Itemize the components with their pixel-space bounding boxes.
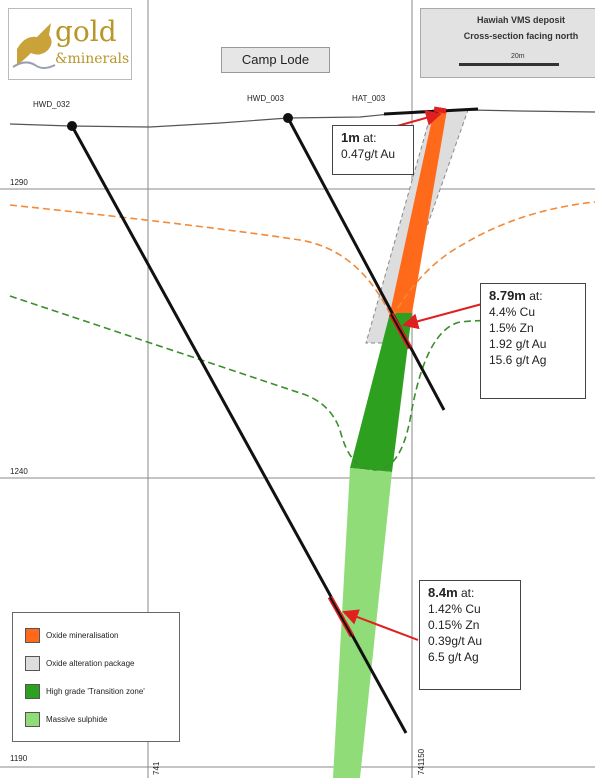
intercept-grade-line: 0.15% Zn bbox=[428, 618, 480, 632]
intercept-grade-line: 0.39g/t Au bbox=[428, 634, 483, 648]
legend-item-transition-zone: High grade 'Transition zone' bbox=[25, 683, 145, 699]
intercept-length: 8.4m bbox=[428, 585, 458, 600]
transition-zone bbox=[350, 313, 412, 472]
title-section-orientation: Cross-section facing north bbox=[463, 31, 579, 41]
intercept-grade-line: 4.4% Cu bbox=[489, 305, 536, 319]
company-logo: gold &minerals bbox=[8, 8, 132, 80]
intercept-length: 1m bbox=[341, 130, 360, 145]
legend-label: Oxide alteration package bbox=[46, 658, 135, 668]
legend-item-oxide-mineralisation: Oxide mineralisation bbox=[25, 627, 118, 643]
drillhole-label-hat-003: HAT_003 bbox=[352, 94, 386, 103]
elevation-label: 1190 bbox=[10, 754, 28, 763]
legend-label: Massive sulphide bbox=[46, 714, 108, 724]
legend-swatch bbox=[25, 711, 40, 727]
intercept-length: 8.79m bbox=[489, 288, 526, 303]
elevation-label: 1290 bbox=[10, 178, 28, 187]
transition-boundary bbox=[9, 295, 511, 471]
drillhole-label-hwd-003: HWD_003 bbox=[247, 94, 284, 103]
drillhole-label-hwd-032: HWD_032 bbox=[33, 100, 70, 109]
legend-label: High grade 'Transition zone' bbox=[46, 686, 145, 696]
scale-bar bbox=[459, 63, 559, 66]
horse-emblem-icon bbox=[12, 23, 56, 69]
easting-label: 741 bbox=[152, 761, 161, 775]
title-deposit-name: Hawiah VMS deposit bbox=[476, 15, 565, 25]
section-name-label: Camp Lode bbox=[221, 47, 330, 73]
elevation-label: 1240 bbox=[10, 467, 28, 476]
intercept-box-hwd-032: 8.4m at: 1.42% Cu 0.15% Zn 0.39g/t Au 6.… bbox=[419, 580, 521, 690]
intercept-grade-line: 15.6 g/t Ag bbox=[489, 353, 547, 367]
intercept-grade-line: 1.92 g/t Au bbox=[489, 337, 547, 351]
logo-text-gold: gold bbox=[55, 15, 117, 48]
intercept-segment-hwd-032-core bbox=[329, 596, 353, 637]
intercept-grade-line: 0.47g/t Au bbox=[341, 147, 396, 161]
oxide-mineralisation bbox=[390, 110, 447, 313]
title-block: Hawiah VMS deposit Cross-section facing … bbox=[420, 8, 595, 78]
intercept-at-label: at: bbox=[359, 131, 377, 145]
intercept-arrow-2 bbox=[402, 303, 483, 330]
legend-item-oxide-alteration: Oxide alteration package bbox=[25, 655, 135, 671]
intercept-segment-hat-003 bbox=[433, 106, 447, 114]
intercept-grade-line: 1.5% Zn bbox=[489, 321, 534, 335]
drillhole-collar-hwd-003 bbox=[283, 113, 293, 123]
intercept-at-label: at: bbox=[525, 289, 543, 303]
oxide-boundary bbox=[9, 201, 595, 320]
intercept-at-label: at: bbox=[457, 586, 475, 600]
drillhole-collar-hwd-032 bbox=[67, 121, 77, 131]
legend-swatch bbox=[25, 627, 40, 643]
drillhole-trace-hwd-003 bbox=[286, 117, 446, 411]
legend-label: Oxide mineralisation bbox=[46, 630, 119, 640]
intercept-segment-hwd-003-core bbox=[390, 313, 411, 349]
logo-text-minerals: &minerals bbox=[55, 51, 130, 67]
easting-label: 741150 bbox=[417, 748, 426, 775]
intercept-box-hwd-003: 8.79m at: 4.4% Cu 1.5% Zn 1.92 g/t Au 15… bbox=[480, 283, 586, 399]
intercept-grade-line: 6.5 g/t Ag bbox=[428, 650, 479, 664]
scale-bar-label: 20m bbox=[511, 53, 525, 60]
intercept-grade-line: 1.42% Cu bbox=[428, 602, 481, 616]
legend-swatch bbox=[25, 683, 40, 699]
intercept-arrow-3 bbox=[342, 609, 419, 641]
intercept-box-hat-003: 1m at: 0.47g/t Au bbox=[332, 125, 414, 175]
topography-line bbox=[9, 109, 595, 128]
legend-swatch bbox=[25, 655, 40, 671]
legend: Oxide mineralisation Oxide alteration pa… bbox=[12, 612, 180, 742]
massive-sulphide bbox=[333, 468, 392, 778]
legend-item-massive-sulphide: Massive sulphide bbox=[25, 711, 107, 727]
